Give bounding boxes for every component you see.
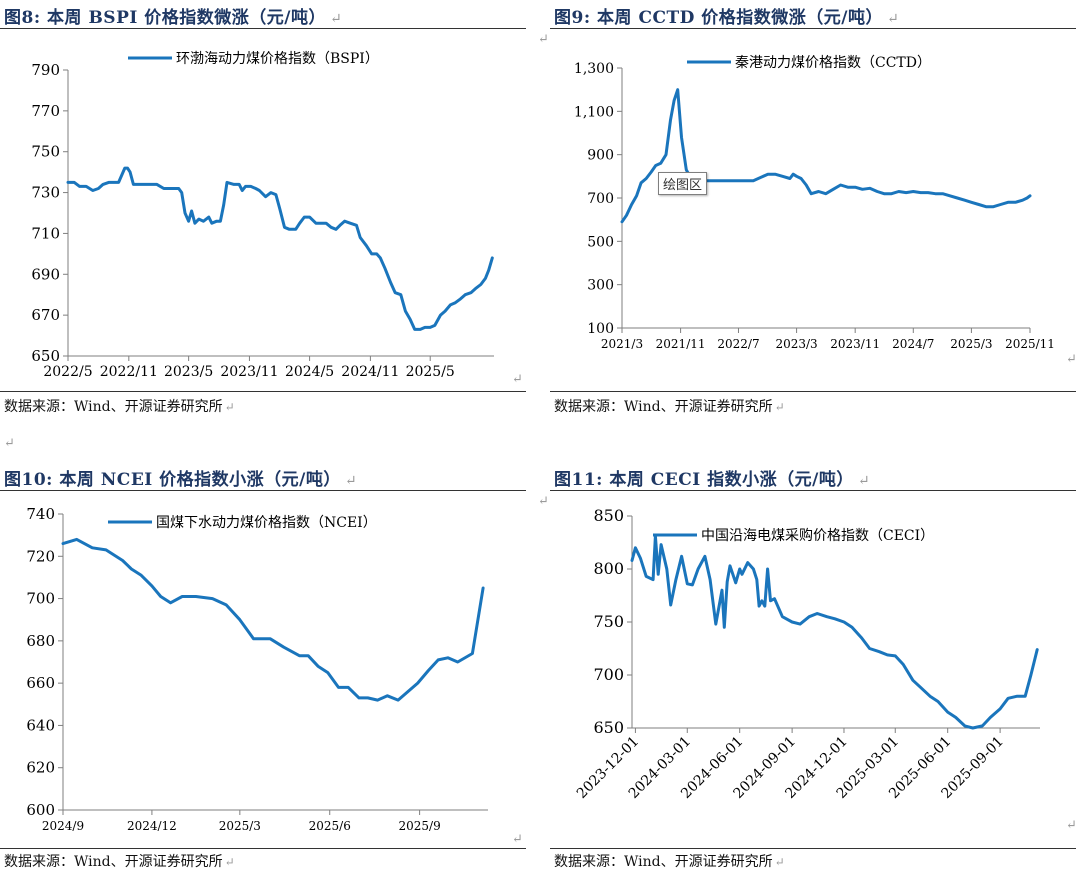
x-tick-label: 2021/11 xyxy=(656,337,706,351)
y-tick-label: 600 xyxy=(26,801,55,819)
y-tick-label: 700 xyxy=(26,590,55,608)
series-line xyxy=(620,88,1032,224)
y-tick-label: 700 xyxy=(593,665,624,684)
return-mark: ↵ xyxy=(1066,818,1077,833)
source-note: 数据来源：Wind、开源证券研究所 ↵ xyxy=(4,399,235,415)
x-tick-label: 2023/3 xyxy=(775,337,817,351)
ncei-chart: 600 620 640 660 680 700 720 740 2024/9 2024/12 202… xyxy=(26,505,488,833)
chart-panel-ceci: 图11: 本周 CECI 指数小涨（元/吨） ↵ ↵ 650 700 750 800 85… xyxy=(538,462,1080,874)
source-rule xyxy=(550,391,1076,392)
y-tick-label: 710 xyxy=(31,224,60,242)
x-tick-label: 2022/5 xyxy=(43,364,92,380)
figure-title: 图10: 本周 NCEI 价格指数小涨（元/吨） ↵ xyxy=(4,470,358,490)
y-tick-label: 800 xyxy=(593,559,624,578)
return-mark: ↵ xyxy=(512,832,523,847)
x-tick-label: 2024/11 xyxy=(341,364,399,380)
series-line xyxy=(630,534,1039,730)
y-tick-label: 100 xyxy=(587,321,614,337)
x-tick-label: 2023/5 xyxy=(164,364,213,380)
x-tick-label: 2024/5 xyxy=(285,364,334,380)
y-tick-label: 660 xyxy=(26,674,55,692)
title-rule xyxy=(550,28,1076,29)
y-tick-label: 740 xyxy=(26,505,55,523)
x-tick-label: 2022/11 xyxy=(100,364,158,380)
source-note: 数据来源：Wind、开源证券研究所 ↵ xyxy=(4,854,235,870)
y-tick-label: 790 xyxy=(31,61,60,79)
y-tick-label: 720 xyxy=(26,547,55,565)
chart-panel-ncei: 图10: 本周 NCEI 价格指数小涨（元/吨） ↵ 600 620 640 660 68… xyxy=(0,462,530,874)
source-rule xyxy=(0,848,526,849)
return-mark: ↵ xyxy=(538,494,549,509)
plot-area-tooltip: 绘图区 xyxy=(658,172,708,195)
cctd-chart: 100 300 500 700 900 1,100 1,300 2021/3 2021/11 20… xyxy=(574,55,1055,351)
y-tick-label: 730 xyxy=(31,184,60,202)
y-tick-label: 850 xyxy=(593,506,624,525)
x-tick-label: 2024/9 xyxy=(42,819,84,833)
x-tick-label: 2025/5 xyxy=(406,364,455,380)
source-note: 数据来源：Wind、开源证券研究所 ↵ xyxy=(554,854,785,870)
title-rule xyxy=(0,490,526,491)
x-tick-label: 2021/3 xyxy=(601,337,643,351)
chart-panel-bspi: 图8: 本周 BSPI 价格指数微涨（元/吨） ↵ 650 670 690 710 730… xyxy=(0,0,530,420)
x-tick-label: 2024/7 xyxy=(892,337,934,351)
ceci-chart: 6507007508008502023-12-012024-03-012024-… xyxy=(574,506,1040,802)
y-tick-label: 700 xyxy=(587,191,614,207)
return-mark: ↵ xyxy=(4,436,15,451)
y-tick-label: 1,100 xyxy=(574,104,614,120)
y-tick-label: 300 xyxy=(587,278,614,294)
legend-label: 中国沿海电煤采购价格指数（CECI） xyxy=(701,528,934,544)
source-rule xyxy=(550,848,1076,849)
figure-title: 图11: 本周 CECI 指数小涨（元/吨） ↵ xyxy=(554,470,871,490)
y-tick-label: 670 xyxy=(31,306,60,324)
y-tick-label: 640 xyxy=(26,716,55,734)
y-tick-label: 690 xyxy=(31,265,60,283)
x-tick-label: 2025/3 xyxy=(950,337,992,351)
y-tick-label: 680 xyxy=(26,632,55,650)
x-tick-label: 2022/7 xyxy=(717,337,759,351)
y-tick-label: 750 xyxy=(593,612,624,631)
return-mark: ↵ xyxy=(512,372,523,387)
title-rule xyxy=(0,28,526,29)
y-tick-label: 650 xyxy=(593,718,624,737)
y-tick-label: 620 xyxy=(26,759,55,777)
source-rule xyxy=(0,391,526,392)
y-tick-label: 500 xyxy=(587,234,614,250)
bspi-chart: 650 670 690 710 730 750 770 790 2022/5 2022/11 202… xyxy=(31,51,494,380)
x-tick-label: 2023/11 xyxy=(830,337,880,351)
y-tick-label: 1,300 xyxy=(574,61,614,77)
chart-panel-cctd: 图9: 本周 CCTD 价格指数微涨（元/吨） ↵ ↵ 100 300 500 700 9… xyxy=(538,0,1080,420)
x-tick-label: 2025/3 xyxy=(219,819,261,833)
figure-title: 图8: 本周 BSPI 价格指数微涨（元/吨） ↵ xyxy=(4,8,343,28)
x-tick-label: 2025/11 xyxy=(1005,337,1055,351)
x-tick-label: 2024/12 xyxy=(127,819,177,833)
x-tick-label: 2025/6 xyxy=(309,819,351,833)
source-note: 数据来源：Wind、开源证券研究所 ↵ xyxy=(554,399,785,415)
legend-label: 环渤海动力煤价格指数（BSPI） xyxy=(176,51,379,67)
y-tick-label: 650 xyxy=(31,347,60,365)
legend-label: 秦港动力煤价格指数（CCTD） xyxy=(735,55,931,71)
y-tick-label: 770 xyxy=(31,102,60,120)
series-line xyxy=(66,166,494,331)
title-rule xyxy=(550,490,1076,491)
x-tick-label: 2025/9 xyxy=(398,819,440,833)
figure-title: 图9: 本周 CCTD 价格指数微涨（元/吨） ↵ xyxy=(554,8,900,28)
return-mark: ↵ xyxy=(538,32,549,47)
series-line xyxy=(61,537,485,702)
y-tick-label: 900 xyxy=(587,148,614,164)
y-tick-label: 750 xyxy=(31,143,60,161)
return-mark: ↵ xyxy=(1066,352,1077,367)
legend-label: 国煤下水动力煤价格指数（NCEI） xyxy=(156,515,377,531)
x-tick-label: 2023/11 xyxy=(220,364,278,380)
